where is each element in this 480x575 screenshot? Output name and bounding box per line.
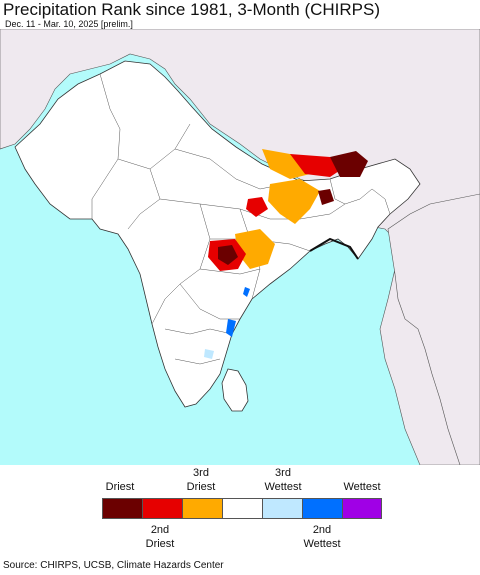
legend-swatch-driest [102,498,143,519]
anomaly-driest [318,189,334,205]
map-title: Precipitation Rank since 1981, 3-Month (… [3,0,380,19]
legend-bottom-label-2nd-driest: 2nd Driest [145,524,175,550]
anomaly-2nd-wettest [226,319,236,337]
legend: Driest 3rd Driest 3rd Wettest Wettest 2n… [0,466,480,556]
legend-swatch-3rd-wettest [262,498,303,519]
admin-boundaries [91,73,391,365]
map-subtitle: Dec. 11 - Mar. 10, 2025 [prelim.] [5,19,133,29]
legend-swatch-wettest [342,498,382,519]
anomaly-driest [218,245,238,265]
anomaly-3rd-driest [268,179,320,224]
anomaly-3rd-driest [235,229,275,269]
legend-swatch-normal [222,498,263,519]
legend-swatch-3rd-driest [182,498,223,519]
precipitation-rank-map [0,29,480,465]
anomaly-2nd-driest [290,154,345,177]
map-canvas [0,29,480,465]
legend-top-label-3rd-driest: 3rd Driest [186,467,216,493]
legend-swatch-2nd-driest [142,498,183,519]
legend-top-label-wettest: Wettest [343,481,381,493]
rank-anomalies [204,149,368,359]
south-asia-land [14,60,421,408]
source-credit: Source: CHIRPS, UCSB, Climate Hazards Ce… [3,560,224,571]
outside-region-land [0,29,480,465]
legend-top-label-3rd-wettest: 3rd Wettest [264,467,302,493]
southeast-asia-land [387,193,480,465]
legend-bottom-label-2nd-wettest: 2nd Wettest [303,524,341,550]
anomaly-driest [330,151,368,177]
anomaly-2nd-driest [246,197,268,217]
legend-swatch-2nd-wettest [302,498,343,519]
sri-lanka [221,368,249,412]
anomaly-2nd-wettest [243,287,250,297]
legend-top-label-driest: Driest [105,481,135,493]
anomaly-3rd-wettest [204,349,214,359]
bengal-delta-coast [309,237,359,260]
